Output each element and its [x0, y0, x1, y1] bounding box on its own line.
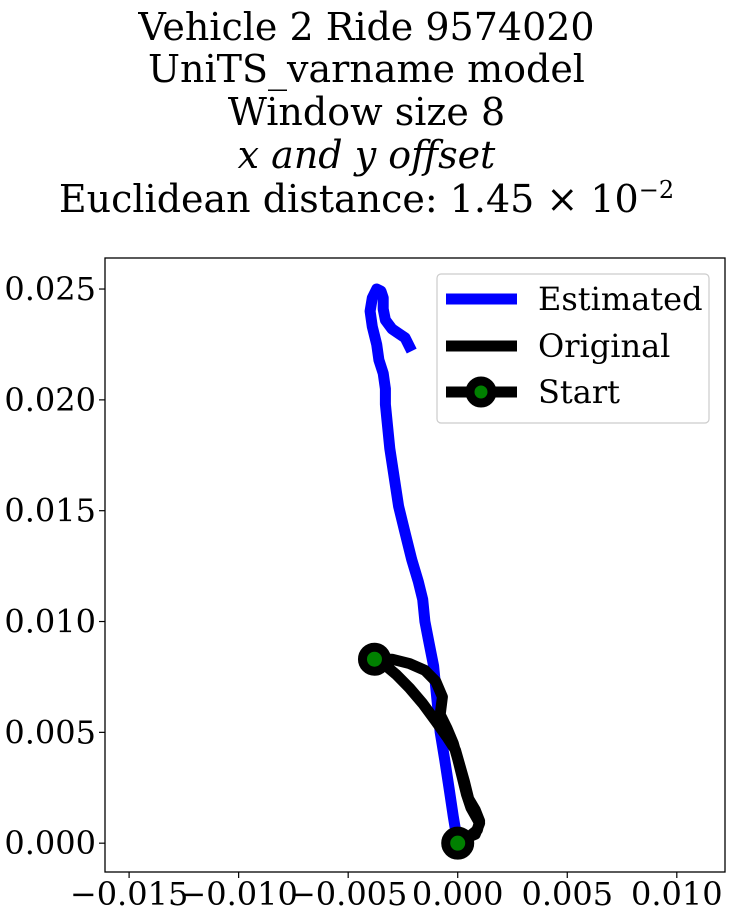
legend-label-1: Original — [538, 327, 670, 365]
x-tick-label: −0.015 — [70, 875, 188, 913]
legend-label-2: Start — [538, 373, 620, 411]
x-tick-label: 0.005 — [521, 875, 613, 913]
title-line-model: UniTS_varname model — [148, 47, 585, 91]
title-line-distance: Euclidean distance: 1.45 × 10−2 — [0, 178, 733, 218]
y-tick-label: 0.025 — [4, 270, 96, 308]
axes-frame — [104, 257, 726, 873]
title-line-window: Window size 8 — [227, 90, 506, 134]
y-tick-label: 0.005 — [4, 713, 96, 751]
title-distance-text: Euclidean distance: 1.45 × 10 — [58, 177, 639, 221]
series-layer — [357, 283, 486, 860]
y-tick-label: 0.010 — [4, 603, 96, 641]
start-marker-0 — [441, 826, 475, 860]
title-distance-exponent: −2 — [638, 176, 675, 204]
x-tick-label: 0.000 — [412, 875, 504, 913]
legend-box — [436, 273, 710, 424]
series-original-line — [366, 653, 486, 849]
x-tick-label: −0.005 — [289, 875, 407, 913]
legend: Estimated Original Start — [436, 273, 710, 424]
y-tick-label: 0.000 — [4, 824, 96, 862]
y-axis: 0.000 0.005 0.010 0.015 0.020 0.025 — [4, 270, 105, 862]
title-line-ride: Vehicle 2 Ride 9574020 — [138, 5, 595, 49]
y-tick-label: 0.015 — [4, 492, 96, 530]
y-tick-label: 0.020 — [4, 381, 96, 419]
x-tick-label: 0.010 — [631, 875, 723, 913]
legend-label-0: Estimated — [538, 280, 703, 318]
x-tick-label: −0.010 — [179, 875, 297, 913]
legend-start-marker — [465, 376, 497, 408]
start-marker-1 — [357, 642, 391, 676]
x-axis: −0.015−0.010−0.005 0.000 0.005 0.010 — [70, 872, 723, 913]
title-line-offset: x and y offset — [237, 133, 496, 177]
